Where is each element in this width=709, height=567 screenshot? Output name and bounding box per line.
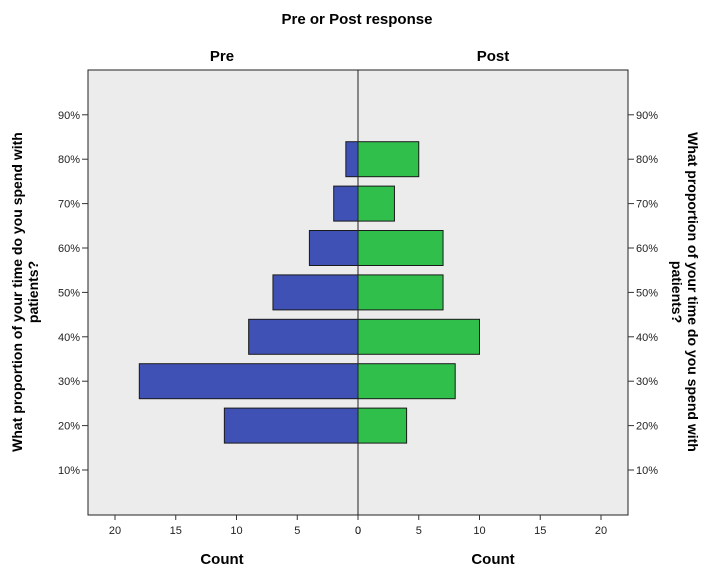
y-tick-label-right: 70% (636, 199, 658, 211)
y-tick-label-right: 50% (636, 287, 658, 299)
x-tick-label-post: 15 (534, 525, 546, 537)
bar-pre-70pct (333, 185, 359, 222)
bar-pre-30pct (138, 363, 359, 400)
bar-post-40pct (357, 318, 480, 355)
ticks-group: 10% 10% 20% 20% 30% 30% 40% 40% 50% 50% 60% 60% 70% 7… (58, 110, 658, 537)
x-tick-label-pre: 10 (230, 525, 242, 537)
y-tick-label-right: 80% (636, 154, 658, 166)
x-tick-label-post: 10 (473, 525, 485, 537)
bar-pre-50pct (272, 274, 359, 311)
series-title-post: Post (477, 48, 510, 65)
x-tick-label-pre: 15 (170, 525, 182, 537)
y-tick-label-right: 30% (636, 376, 658, 388)
y-tick-label-right: 40% (636, 332, 658, 344)
y-tick-label-right: 60% (636, 243, 658, 255)
bar-post-20pct (357, 407, 408, 444)
bars-group (138, 141, 480, 444)
y-axis-title-left-line2: patients? (25, 261, 41, 323)
y-tick-label-left: 40% (58, 332, 80, 344)
y-tick-label-left: 20% (58, 421, 80, 433)
x-tick-label-pre: 0 (355, 525, 361, 537)
x-tick-label-post: 5 (416, 525, 422, 537)
y-tick-label-right: 20% (636, 421, 658, 433)
y-axis-title-right-line2: patients? (669, 261, 685, 323)
y-tick-label-left: 70% (58, 199, 80, 211)
bar-post-60pct (357, 230, 444, 266)
chart-title: Pre or Post response (282, 11, 433, 28)
y-tick-label-left: 30% (58, 376, 80, 388)
x-tick-label-pre: 5 (294, 525, 300, 537)
x-axis-title-pre: Count (200, 551, 243, 567)
bar-pre-40pct (248, 318, 359, 355)
bar-post-80pct (357, 141, 420, 178)
y-tick-label-left: 10% (58, 465, 80, 477)
y-tick-label-left: 50% (58, 287, 80, 299)
y-axis-title-right-line1: What proportion of your time do you spen… (685, 132, 701, 452)
y-axis-title-left-line1: What proportion of your time do you spen… (9, 132, 25, 452)
x-tick-label-post: 0 (355, 525, 361, 537)
x-axis-title-post: Count (471, 551, 514, 567)
x-tick-label-post: 20 (595, 525, 607, 537)
y-tick-label-left: 80% (58, 154, 80, 166)
x-tick-label-pre: 20 (109, 525, 121, 537)
bar-post-50pct (357, 274, 444, 311)
y-tick-label-right: 90% (636, 110, 658, 122)
y-tick-label-left: 60% (58, 243, 80, 255)
y-tick-label-left: 90% (58, 110, 80, 122)
bar-pre-20pct (223, 407, 359, 444)
bar-pre-80pct (345, 141, 359, 178)
y-tick-label-right: 10% (636, 465, 658, 477)
bar-post-70pct (357, 185, 395, 222)
bar-pre-60pct (308, 230, 359, 266)
series-title-pre: Pre (210, 48, 234, 65)
bar-post-30pct (357, 363, 456, 400)
